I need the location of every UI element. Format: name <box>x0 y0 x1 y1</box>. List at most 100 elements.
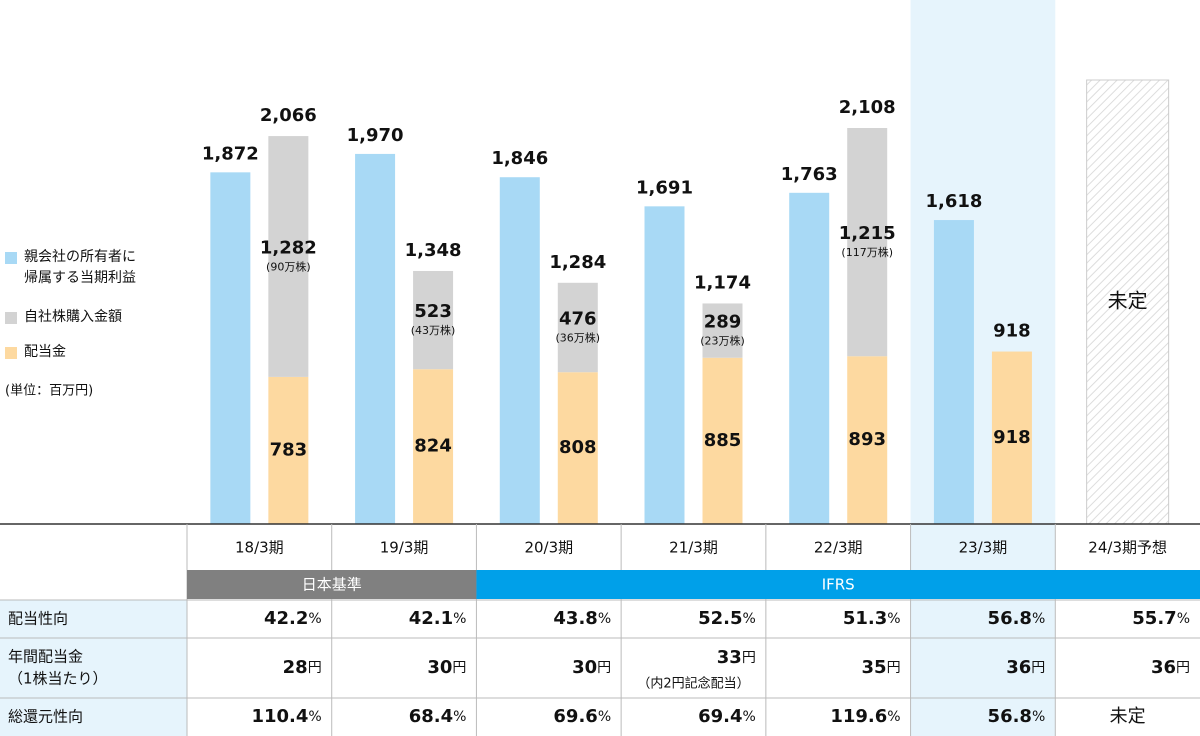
value-unit: % <box>743 709 756 725</box>
value-label: 783 <box>270 439 308 460</box>
bar <box>210 172 251 524</box>
share-label: (23万株) <box>700 334 745 348</box>
legend-item: 配当金 <box>24 344 66 360</box>
value-label: 1,215 <box>839 223 896 244</box>
bar <box>991 351 1032 524</box>
table-note: （内2円記念配当） <box>637 676 749 692</box>
table-value: 56.8% <box>988 706 1046 727</box>
total-label: 1,174 <box>694 272 751 293</box>
share-label: (90万株) <box>266 259 311 273</box>
pending-box <box>1086 79 1170 525</box>
bar <box>499 177 540 525</box>
value-unit: % <box>308 611 321 627</box>
value-number: 36 <box>1151 657 1176 678</box>
bar <box>268 136 309 377</box>
table-label-bg <box>0 600 187 736</box>
value-unit: % <box>743 611 756 627</box>
share-label: (43万株) <box>411 323 456 337</box>
x-tick-label: 20/3期 <box>524 539 573 557</box>
value-number: 56.8 <box>988 608 1032 629</box>
bar <box>557 282 598 373</box>
value-number: 110.4 <box>251 706 308 727</box>
row-label: 総還元性向 <box>8 708 83 726</box>
value-number: 42.1 <box>409 608 453 629</box>
value-label: 824 <box>414 436 452 457</box>
value-number: 52.5 <box>698 608 742 629</box>
x-tick-label: 22/3期 <box>814 539 863 557</box>
standard-label: 日本基準 <box>302 576 362 594</box>
value-label: 885 <box>704 430 742 451</box>
value-number: 33 <box>717 647 742 668</box>
unit-note: (単位：百万円) <box>5 383 93 399</box>
value-number: 30 <box>427 657 452 678</box>
x-tick-label: 21/3期 <box>669 539 718 557</box>
bar <box>847 128 888 357</box>
standard-band <box>476 570 1200 599</box>
value-unit: % <box>598 611 611 627</box>
table-value: 69.4% <box>698 706 756 727</box>
table-value: 68.4% <box>409 706 467 727</box>
table-value: 42.2% <box>264 608 322 629</box>
value-unit: % <box>453 709 466 725</box>
value-unit: 円 <box>1031 660 1045 676</box>
value-unit: % <box>453 611 466 627</box>
value-unit: 円 <box>1176 660 1190 676</box>
bar <box>702 303 743 358</box>
x-tick-label: 24/3期予想 <box>1088 539 1167 557</box>
legend-swatch <box>5 312 17 324</box>
x-tick-label: 23/3期 <box>959 539 1008 557</box>
total-label: 1,348 <box>405 240 462 261</box>
value-unit: 円 <box>742 650 756 666</box>
value-label: 808 <box>559 437 597 458</box>
bar <box>268 376 309 524</box>
value-number: 35 <box>862 657 887 678</box>
bar <box>557 372 598 524</box>
legend-label: 配当金 <box>24 344 66 360</box>
value-label: 523 <box>414 301 452 322</box>
table-value: 35円 <box>862 657 901 678</box>
table-value: 69.6% <box>553 706 611 727</box>
table-value: 33円 <box>717 647 756 668</box>
row-label: 年間配当金 <box>8 648 83 666</box>
table-value: 51.3% <box>843 608 901 629</box>
share-label: (117万株) <box>841 245 893 259</box>
table-value: 28円 <box>283 657 322 678</box>
bar <box>644 206 685 524</box>
value-label: 1,618 <box>925 191 982 212</box>
row-label: （1株当たり） <box>8 670 108 688</box>
value-unit: % <box>1177 611 1190 627</box>
value-label: 476 <box>559 309 597 330</box>
value-unit: 円 <box>597 660 611 676</box>
table-value: 36円 <box>1151 657 1190 678</box>
table-value: 30円 <box>427 657 466 678</box>
value-number: 36 <box>1006 657 1031 678</box>
value-number: 55.7 <box>1132 608 1176 629</box>
value-number: 119.6 <box>830 706 887 727</box>
bar <box>847 356 888 524</box>
table-value: 56.8% <box>988 608 1046 629</box>
table-value: 43.8% <box>553 608 611 629</box>
table-value: 52.5% <box>698 608 756 629</box>
value-number: 43.8 <box>553 608 597 629</box>
value-label: 893 <box>848 429 886 450</box>
table-value: 42.1% <box>409 608 467 629</box>
total-label: 1,284 <box>549 252 606 273</box>
standard-label: IFRS <box>822 576 855 594</box>
value-number: 42.2 <box>264 608 308 629</box>
value-number: 69.4 <box>698 706 742 727</box>
value-label: 1,763 <box>781 164 838 185</box>
value-unit: % <box>887 611 900 627</box>
value-number: 56.8 <box>988 706 1032 727</box>
legend-label: 親会社の所有者に帰属する当期利益 <box>24 249 136 286</box>
legend-item: 親会社の所有者に帰属する当期利益 <box>24 249 136 286</box>
share-label: (36万株) <box>555 331 600 345</box>
bar <box>789 192 830 524</box>
bar <box>702 357 743 524</box>
legend-label: 自社株購入金額 <box>24 309 122 325</box>
value-unit: % <box>1032 611 1045 627</box>
standard-band <box>187 570 477 599</box>
value-unit: 円 <box>452 660 466 676</box>
bar <box>933 220 974 525</box>
